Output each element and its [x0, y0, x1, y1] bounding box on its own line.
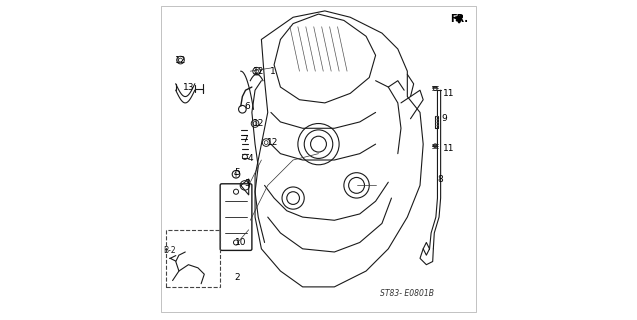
- Text: 12: 12: [175, 56, 186, 65]
- Text: 1: 1: [269, 67, 275, 76]
- Text: 11: 11: [443, 89, 454, 98]
- Text: 11: 11: [443, 144, 454, 153]
- Text: 3: 3: [244, 179, 250, 188]
- Text: FR.: FR.: [450, 13, 468, 24]
- Text: 6: 6: [244, 101, 250, 111]
- Text: B-2: B-2: [163, 246, 176, 255]
- Text: 13: 13: [183, 83, 194, 92]
- Bar: [166, 230, 220, 287]
- Text: 5: 5: [234, 168, 241, 177]
- Text: 2: 2: [235, 273, 240, 282]
- Text: 7: 7: [243, 135, 248, 144]
- Text: ST83- E0801B: ST83- E0801B: [380, 289, 434, 298]
- Text: 12: 12: [252, 67, 264, 76]
- Text: 8: 8: [438, 174, 443, 184]
- Text: 9: 9: [441, 114, 447, 123]
- Text: 4: 4: [248, 154, 253, 163]
- Text: 10: 10: [235, 238, 247, 247]
- Text: 12: 12: [267, 138, 278, 147]
- Text: 12: 12: [252, 119, 264, 128]
